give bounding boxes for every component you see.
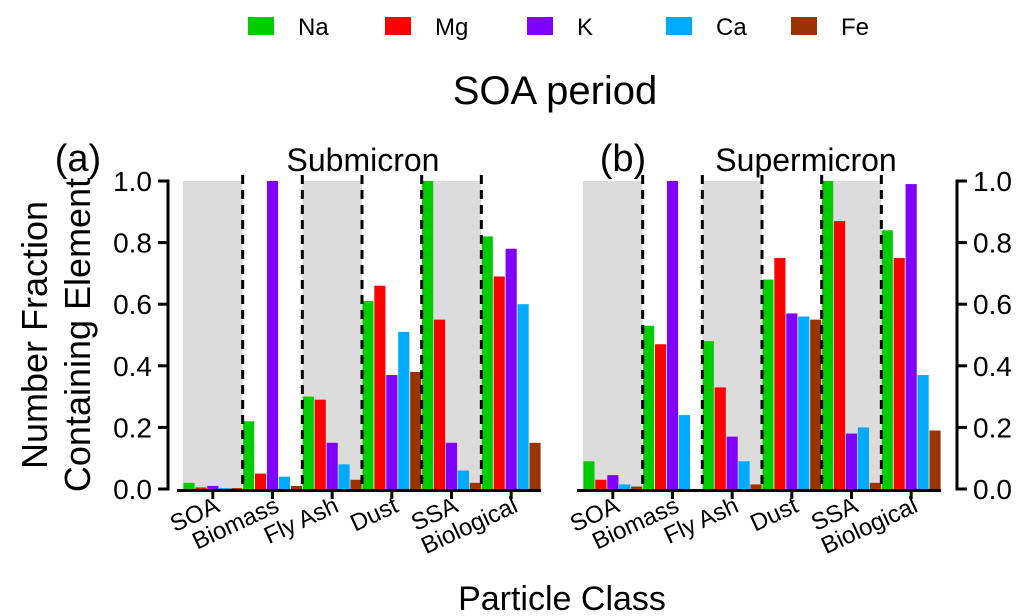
bar-k-soa [207,485,219,489]
bar-fe-dust [810,319,822,489]
bar-k-ssa [445,442,458,489]
x-tick-label-dust: Dust [746,492,802,537]
y-tick-label-0-0: 0.0 [113,474,152,505]
y-tick-label-0-2: 0.2 [113,412,152,443]
bar-fe-biomass [290,485,302,489]
bar-k-dust [786,313,798,489]
y-tick-label-0-4: 0.4 [973,351,1012,382]
bar-k-ssa [845,433,858,489]
bar-fe-soa [231,488,243,489]
panel-title: Submicron [287,142,440,178]
panel-label: (a) [55,138,101,180]
bar-mg-ssa [834,221,846,490]
bar-k-dust [386,375,398,489]
y-tick-label-0-4: 0.4 [113,351,152,382]
legend-label-na: Na [298,14,329,41]
bar-fe-soa [631,486,643,489]
x-tick-label-dust: Dust [346,492,402,537]
y-axis-title: Number Fraction Containing Element [14,178,98,492]
y-axis-title-line2: Containing Element [57,178,98,492]
bar-mg-biomass [655,344,667,489]
shaded-band-soa [583,181,643,489]
legend-label-fe: Fe [841,14,869,41]
legend-swatch-ca [666,17,692,35]
bar-k-fly-ash [726,436,738,489]
x-axis-title: Particle Class [458,580,666,616]
bar-mg-dust [374,285,386,489]
bar-na-biomass [643,325,655,489]
bar-k-biomass [266,181,279,489]
legend-swatch-na [248,17,274,35]
bar-na-fly-ash [302,396,314,489]
bar-k-fly-ash [326,442,338,489]
y-tick-label-0-0: 0.0 [973,474,1012,505]
bar-fe-biological [929,430,941,489]
bar-ca-biomass [678,415,690,489]
legend-label-mg: Mg [435,14,468,41]
bar-ca-fly-ash [338,464,350,489]
bar-mg-soa [195,487,207,489]
bar-na-ssa [422,181,434,489]
y-tick-label-1-0: 1.0 [973,166,1012,197]
y-tick-label-0-2: 0.2 [973,412,1012,443]
legend-swatch-fe [791,17,817,35]
bar-ca-ssa [457,470,469,489]
bar-fe-ssa [869,482,881,489]
legend: Na Mg K Ca Fe [248,14,869,41]
bar-mg-soa [595,479,607,489]
bar-fe-biological [529,442,541,489]
bar-na-biological [481,236,493,489]
bar-na-dust [762,279,774,489]
y-tick-label-0-8: 0.8 [113,228,152,259]
bar-mg-biomass [255,473,267,489]
bar-mg-fly-ash [714,387,726,489]
y-tick-label-1-0: 1.0 [113,166,152,197]
bar-fe-ssa [469,482,481,489]
y-tick-label-0-8: 0.8 [973,228,1012,259]
bar-ca-biological [517,304,529,489]
y-tick-label-0-6: 0.6 [973,289,1012,320]
bar-na-fly-ash [702,341,714,489]
bar-mg-ssa [434,319,446,489]
panel-title: Supermicron [715,142,896,178]
legend-swatch-mg [385,17,411,35]
bar-k-biological [505,248,517,489]
bar-na-biomass [243,421,255,489]
bar-ca-dust [398,331,410,489]
y-tick-label-0-6: 0.6 [113,289,152,320]
bar-ca-fly-ash [738,461,750,489]
legend-label-k: K [577,14,593,41]
legend-label-ca: Ca [716,14,747,41]
bar-fe-fly-ash [350,479,362,489]
bar-na-biological [881,230,893,489]
bar-mg-dust [774,258,786,489]
bar-fe-dust [410,371,422,489]
bar-mg-biological [893,258,905,489]
bar-mg-biological [493,276,505,489]
y-axis-title-line1: Number Fraction [14,201,55,469]
bar-k-biomass [666,181,679,489]
panel-label: (b) [600,138,646,180]
bar-ca-soa [219,488,231,489]
bar-na-dust [362,301,374,489]
bar-ca-ssa [857,427,869,489]
legend-swatch-k [527,17,553,35]
bar-k-soa [607,475,619,489]
shaded-band-soa [183,181,243,489]
bar-ca-biological [917,375,929,489]
bar-mg-fly-ash [314,399,326,489]
bar-fe-fly-ash [750,484,762,489]
bar-ca-dust [798,316,810,489]
bar-ca-biomass [278,476,290,489]
figure-title: SOA period [453,69,658,113]
bar-ca-soa [619,484,631,489]
bar-na-ssa [822,181,834,489]
bar-na-soa [183,482,195,489]
bar-k-biological [905,184,917,489]
bar-na-soa [583,461,595,489]
